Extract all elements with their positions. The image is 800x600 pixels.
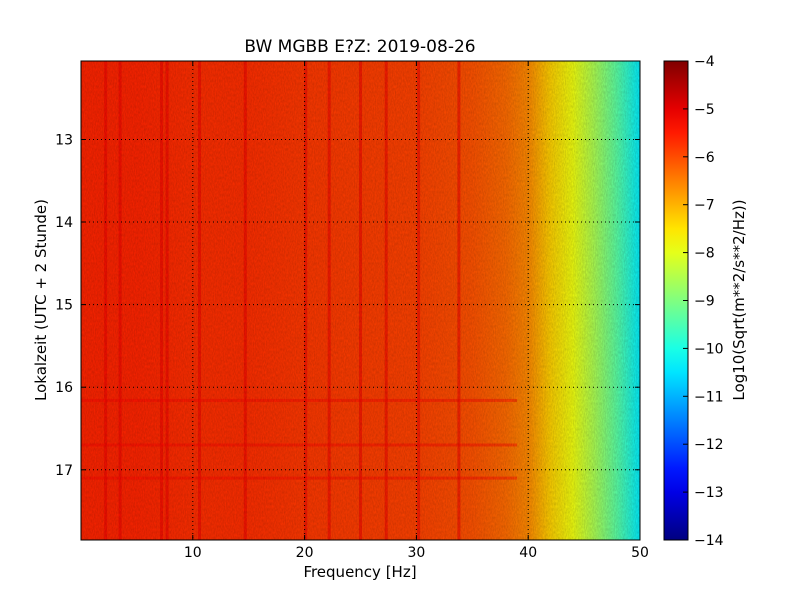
colorbar-tick-label: −10 <box>694 341 724 357</box>
x-tick-label: 40 <box>519 545 537 561</box>
plot-frame <box>80 60 641 541</box>
spectrogram-texture <box>81 61 640 540</box>
y-axis-ticks: 13 14 15 16 17 <box>55 133 640 479</box>
x-axis-ticks: 10 20 30 40 50 <box>184 61 649 561</box>
x-tick-label: 30 <box>407 545 425 561</box>
colorbar-tick-label: −12 <box>694 437 724 453</box>
colorbar: −4 −5 −6 −7 −8 −9 −10 −11 −12 −13 −14 Log10(Sqrt(m… <box>663 54 748 549</box>
colorbar-ticks: −4 −5 −6 −7 −8 −9 −10 −11 −12 −13 −14 <box>683 54 724 549</box>
y-tick-label: 16 <box>55 380 73 396</box>
y-tick-label: 17 <box>55 463 73 479</box>
chart-title: BW MGBB E?Z: 2019-08-26 <box>244 37 475 57</box>
colorbar-tick-label: −11 <box>694 389 724 405</box>
y-tick-label: 14 <box>55 215 73 231</box>
x-tick-label: 50 <box>631 545 649 561</box>
colorbar-label: Log10(Sqrt(m**2/s**2/Hz)) <box>730 199 748 400</box>
x-tick-label: 10 <box>184 545 202 561</box>
colorbar-tick-label: −13 <box>694 485 724 501</box>
y-tick-label: 13 <box>55 133 73 149</box>
plot-area: 10 20 30 40 50 13 14 15 16 17 <box>55 60 649 561</box>
colorbar-tick-label: −14 <box>694 533 724 549</box>
colorbar-tick-label: −8 <box>694 246 715 262</box>
y-axis-label: Lokalzeit (UTC + 2 Stunde) <box>32 199 50 401</box>
colorbar-tick-label: −9 <box>694 294 715 310</box>
x-tick-label: 20 <box>296 545 314 561</box>
x-axis-label: Frequency [Hz] <box>303 563 416 581</box>
y-tick-label: 15 <box>55 298 73 314</box>
colorbar-tick-label: −4 <box>694 54 715 70</box>
colorbar-tick-label: −5 <box>694 102 715 118</box>
colorbar-tick-label: −6 <box>694 150 715 166</box>
colorbar-tick-label: −7 <box>694 198 715 214</box>
